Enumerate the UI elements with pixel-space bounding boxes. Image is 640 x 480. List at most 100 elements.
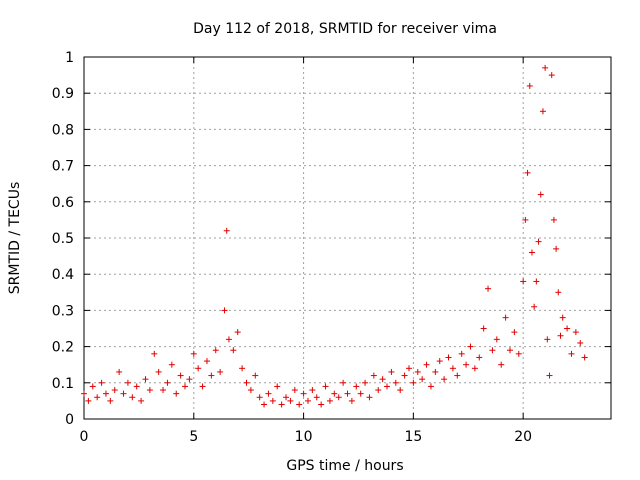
data-point (502, 314, 509, 321)
data-point (274, 383, 281, 390)
data-point (278, 401, 285, 408)
data-point (89, 383, 96, 390)
y-tick-labels: 0 0.1 0.2 0.3 0.4 0.5 0.6 0.7 0.8 0.9 1 (52, 50, 74, 428)
data-point (111, 387, 118, 394)
data-point (261, 401, 268, 408)
y-tick-label: 0.3 (52, 303, 74, 319)
y-tick-label: 0.2 (52, 340, 74, 356)
data-point (160, 387, 167, 394)
data-point (142, 376, 149, 383)
data-point (357, 390, 364, 397)
data-point (247, 387, 254, 394)
axis-ticks (83, 56, 611, 420)
y-tick-label: 0 (65, 412, 74, 428)
x-tick-label: 15 (404, 429, 422, 445)
data-point (471, 365, 478, 372)
data-point (239, 365, 246, 372)
data-point (493, 336, 500, 343)
data-point (542, 64, 549, 71)
data-point (388, 368, 395, 375)
data-point (223, 227, 230, 234)
data-point (515, 350, 522, 357)
y-tick-label: 0.1 (52, 376, 74, 392)
data-point (133, 383, 140, 390)
data-point (528, 249, 535, 256)
data-point (511, 329, 518, 336)
data-point (392, 379, 399, 386)
data-point (577, 339, 584, 346)
data-point (410, 379, 417, 386)
data-point (564, 325, 571, 332)
data-point (480, 325, 487, 332)
x-tick-label: 10 (295, 429, 313, 445)
data-point (335, 394, 342, 401)
data-point (384, 383, 391, 390)
data-point (182, 383, 189, 390)
data-point (405, 365, 412, 372)
data-point (506, 347, 513, 354)
y-tick-label: 0.4 (52, 267, 74, 283)
data-point (531, 303, 538, 310)
data-point (124, 379, 131, 386)
data-point (252, 372, 259, 379)
plot-frame (83, 56, 612, 420)
data-point (533, 278, 540, 285)
data-point (116, 368, 123, 375)
x-axis-label: GPS time / hours (286, 458, 403, 474)
data-point (401, 372, 408, 379)
data-point (85, 397, 92, 404)
data-point (485, 285, 492, 292)
data-point (309, 387, 316, 394)
data-point (102, 390, 109, 397)
data-point (340, 379, 347, 386)
data-point (535, 238, 542, 245)
data-point (458, 350, 465, 357)
data-point (419, 376, 426, 383)
data-point (300, 390, 307, 397)
data-point (379, 376, 386, 383)
data-point (291, 387, 298, 394)
data-point (234, 329, 241, 336)
data-point (348, 397, 355, 404)
chart-title: Day 112 of 2018, SRMTID for receiver vim… (193, 21, 497, 37)
data-point (559, 314, 566, 321)
data-point (498, 361, 505, 368)
y-tick-label: 0.9 (52, 86, 74, 102)
data-point (98, 379, 105, 386)
data-point (221, 307, 228, 314)
y-tick-label: 0.5 (52, 231, 74, 247)
data-point (526, 82, 533, 89)
data-point (544, 336, 551, 343)
y-tick-label: 0.6 (52, 195, 74, 211)
data-point (168, 361, 175, 368)
data-point (366, 394, 373, 401)
data-point (331, 390, 338, 397)
data-point (555, 289, 562, 296)
data-point (537, 191, 544, 198)
data-point (522, 216, 529, 223)
data-point (362, 379, 369, 386)
data-point (572, 329, 579, 336)
data-point (177, 372, 184, 379)
data-point (120, 390, 127, 397)
data-point (304, 397, 311, 404)
data-point (146, 387, 153, 394)
data-point (489, 347, 496, 354)
data-point (375, 387, 382, 394)
data-point (445, 354, 452, 361)
data-point (326, 397, 333, 404)
data-point (463, 361, 470, 368)
grid-lines (84, 57, 611, 419)
data-point (287, 397, 294, 404)
data-point (190, 350, 197, 357)
data-point (414, 368, 421, 375)
data-point (283, 394, 290, 401)
data-point (467, 343, 474, 350)
data-point (520, 278, 527, 285)
data-point (129, 394, 136, 401)
data-point (397, 387, 404, 394)
data-point (243, 379, 250, 386)
data-point (454, 372, 461, 379)
data-point (208, 372, 215, 379)
